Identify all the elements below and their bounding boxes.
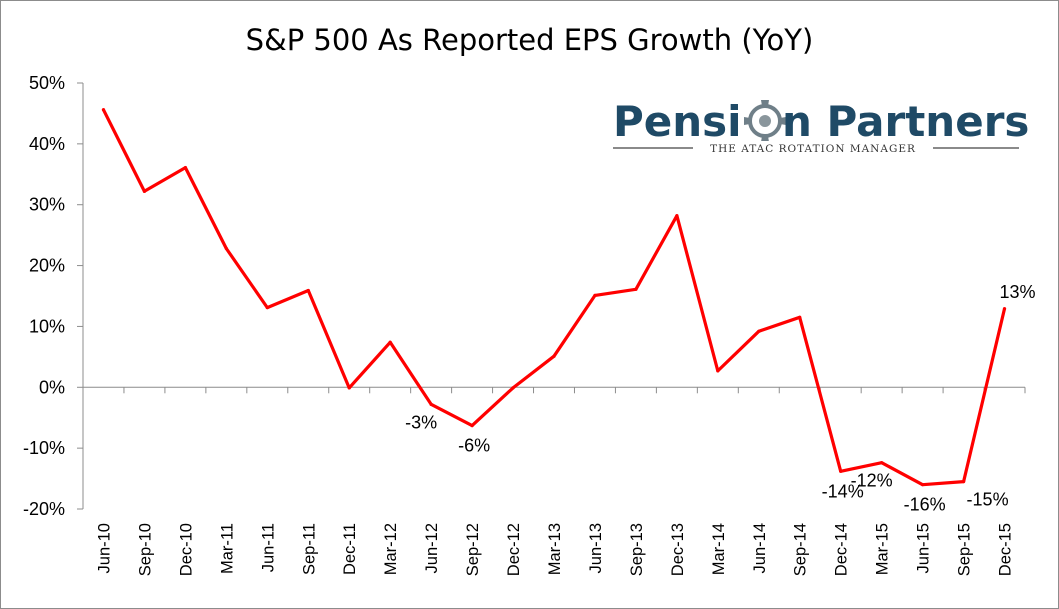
- data-point: [1002, 307, 1007, 311]
- data-point: [347, 386, 351, 390]
- data-points: [101, 108, 1007, 487]
- data-label: -3%: [405, 412, 437, 432]
- data-point: [880, 461, 884, 465]
- data-point: [265, 305, 269, 310]
- x-tick-label: Dec-15: [997, 523, 1015, 576]
- x-tick-label: Dec-14: [833, 523, 851, 576]
- data-point: [306, 288, 310, 293]
- data-label: -6%: [458, 436, 490, 456]
- x-tick-label: Sep-10: [136, 523, 154, 576]
- data-point: [675, 214, 679, 218]
- x-tick-label: Jun-14: [751, 523, 769, 573]
- data-point: [388, 340, 392, 344]
- data-label: -14%: [822, 481, 864, 501]
- y-tick-label: -20%: [23, 499, 65, 519]
- data-point: [429, 402, 433, 406]
- x-tick-label: Dec-13: [669, 523, 687, 576]
- data-point: [224, 246, 228, 251]
- data-point: [101, 108, 106, 112]
- y-tick-label: 0%: [39, 377, 65, 397]
- data-point: [716, 369, 720, 373]
- logo-tagline-bg: [693, 141, 933, 155]
- x-tick-label: Jun-12: [423, 523, 441, 573]
- data-point: [142, 189, 147, 193]
- data-point: [798, 315, 802, 319]
- y-tick-label: 30%: [29, 195, 65, 215]
- x-tick-label: Dec-10: [177, 523, 195, 576]
- x-tick-label: Mar-13: [546, 523, 564, 575]
- data-point: [593, 293, 597, 297]
- logo-tagline: THE ATAC ROTATION MANAGER: [710, 143, 916, 155]
- axes: [77, 82, 1026, 510]
- data-point: [552, 354, 556, 358]
- x-tick-label: Jun-15: [915, 523, 933, 573]
- x-tick-label: Sep-14: [792, 523, 810, 576]
- data-point: [921, 483, 925, 487]
- x-tick-label: Jun-10: [95, 523, 113, 573]
- data-point: [757, 329, 761, 333]
- data-point: [470, 424, 474, 428]
- x-tick-label: Mar-14: [710, 523, 728, 575]
- x-tick-label: Sep-15: [956, 523, 974, 576]
- y-tick-label: 10%: [29, 316, 65, 336]
- series-line: [101, 108, 1007, 487]
- data-label: -15%: [967, 490, 1009, 510]
- data-point: [511, 386, 515, 390]
- data-point: [961, 480, 966, 484]
- x-tick-label: Sep-13: [628, 523, 646, 576]
- logo-gear-icon: [744, 100, 786, 142]
- data-point: [634, 287, 638, 291]
- data-point: [183, 165, 187, 170]
- logo-name-part2: n Partners: [782, 97, 1029, 146]
- logo-name-part1: Pensi: [613, 97, 742, 146]
- x-tick-label: Mar-11: [218, 523, 236, 574]
- y-tick-label: 50%: [29, 73, 65, 93]
- y-tick-label: 40%: [29, 134, 65, 154]
- x-tick-label: Dec-11: [341, 523, 359, 575]
- data-labels: -3% -6% -14%-12% -16% -15% 13%: [405, 282, 1035, 515]
- y-tick-label: 20%: [29, 256, 65, 276]
- chart-title: S&P 500 As Reported EPS Growth (YoY): [245, 23, 814, 57]
- data-label: -12%: [851, 471, 893, 491]
- y-tick-labels: 50% 40% 30% 20% 10% 0% -10% -20%: [23, 73, 65, 519]
- series-lines: [101, 108, 1007, 487]
- x-tick-label: Jun-11: [259, 523, 277, 572]
- data-label: -16%: [904, 495, 946, 515]
- x-tick-label: Mar-15: [874, 523, 892, 575]
- x-tick-labels: Jun-10 Sep-10 Dec-10 Mar-11 Jun-11 Sep-11 Dec-…: [95, 523, 1014, 576]
- pension-partners-logo: Pensi n Partners THE ATAC ROTATION MANAG…: [613, 97, 1029, 155]
- data-point: [839, 469, 843, 473]
- x-tick-label: Sep-11: [300, 523, 318, 575]
- data-label: 13%: [1000, 282, 1036, 302]
- x-tick-label: Mar-12: [382, 523, 400, 575]
- y-tick-label: -10%: [23, 438, 65, 458]
- x-tick-label: Dec-12: [505, 523, 523, 576]
- x-tick-label: Sep-12: [464, 523, 482, 576]
- x-tick-label: Jun-13: [587, 523, 605, 573]
